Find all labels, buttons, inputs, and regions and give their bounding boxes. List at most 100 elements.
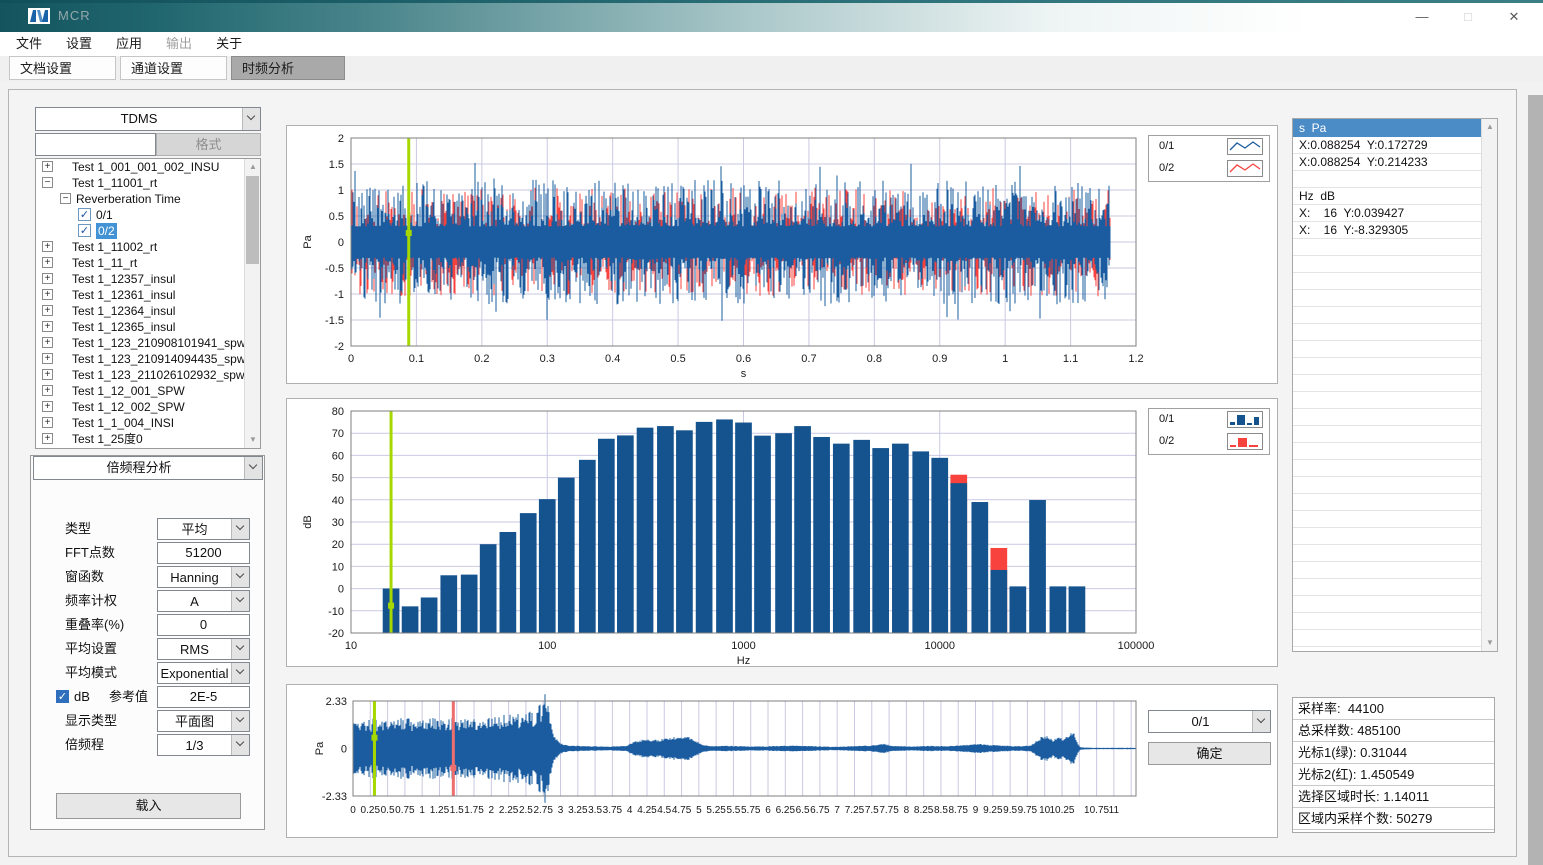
chevron-down-icon[interactable] <box>231 735 249 755</box>
confirm-button[interactable]: 确定 <box>1148 742 1271 765</box>
tree-item[interactable]: + Test 1_12_001_SPW <box>36 383 260 399</box>
tree-item-label[interactable]: Test 1_1_004_INSI <box>72 416 175 430</box>
full-waveform-chart[interactable]: 2.330-2.330 0.25 0.5 0.75 1 1.25 1.5 1.75 2 2.25 2… <box>287 685 1277 837</box>
tab-time-frequency-analysis[interactable]: 时频分析 <box>231 56 345 80</box>
time-waveform-chart[interactable]: 2 1.5 1 0.5 0 -0.5 -1 -1.5 -2 0 0.1 0.2 0.3 0.4 0.5 0.6… <box>287 126 1277 383</box>
legend-entry[interactable]: 0/1 <box>1149 409 1269 431</box>
tab-document-settings[interactable]: 文档设置 <box>9 56 116 80</box>
chevron-down-icon[interactable] <box>231 711 249 731</box>
tree-item-label[interactable]: Test 1_12_001_SPW <box>72 384 185 398</box>
tree-item[interactable]: + Test 1_12364_insul <box>36 303 260 319</box>
cursor-list-row[interactable] <box>1293 545 1482 562</box>
chevron-down-icon[interactable] <box>231 591 249 611</box>
expand-icon[interactable]: + <box>42 305 53 316</box>
tree-item[interactable]: + Test 1_123_211026102932_spw <box>36 367 260 383</box>
chevron-down-icon[interactable] <box>231 519 249 539</box>
cursor-list-row[interactable] <box>1293 392 1482 409</box>
window-function-select[interactable]: Hanning <box>157 566 250 588</box>
cursor-panel-scrollbar[interactable]: ▲ ▼ <box>1481 119 1497 651</box>
scroll-down-icon[interactable]: ▼ <box>1486 638 1494 647</box>
tree-item[interactable]: ✓ 0/1 <box>36 207 260 223</box>
cursor-list-row[interactable] <box>1293 171 1482 188</box>
chevron-down-icon[interactable] <box>231 663 249 683</box>
expand-icon[interactable]: + <box>42 161 53 172</box>
expand-icon[interactable]: + <box>42 321 53 332</box>
fft-points-input[interactable]: 51200 <box>157 542 250 564</box>
menu-item-about[interactable]: 关于 <box>216 36 243 51</box>
cursor-list-row[interactable]: X: 16 Y:0.039427 <box>1293 205 1482 222</box>
tree-item-label[interactable]: Test 1_12361_insul <box>72 288 176 302</box>
tree-item-label[interactable]: 0/2 <box>96 223 117 239</box>
cursor-list-row[interactable]: Hz dB <box>1293 188 1482 205</box>
tree-item-label[interactable]: 0/1 <box>96 208 113 222</box>
chevron-down-icon[interactable] <box>231 639 249 659</box>
analysis-type-select[interactable]: 倍频程分析 <box>33 456 263 480</box>
cursor-list-row[interactable] <box>1293 239 1482 256</box>
cursor-list-row[interactable] <box>1293 375 1482 392</box>
chevron-down-icon[interactable] <box>1252 711 1270 732</box>
tree-item[interactable]: + Test 1_25度0 <box>36 431 260 447</box>
tree-item-label[interactable]: Test 1_123_210908101941_spw <box>72 336 246 350</box>
cursor-list-row[interactable] <box>1293 511 1482 528</box>
expand-icon[interactable]: + <box>42 369 53 380</box>
scrollbar-thumb[interactable] <box>246 176 259 264</box>
menu-item-application[interactable]: 应用 <box>116 36 143 51</box>
cursor-list-row[interactable] <box>1293 613 1482 630</box>
tree-item[interactable]: + Test 1_1_004_INSI <box>36 415 260 431</box>
tree-item-label[interactable]: Test 1_12357_insul <box>72 272 176 286</box>
cursor-list-row[interactable] <box>1293 494 1482 511</box>
tree-item-label[interactable]: Test 1_12364_insul <box>72 304 176 318</box>
overlap-percent-input[interactable]: 0 <box>157 614 250 636</box>
tree-checkbox[interactable]: ✓ <box>78 208 91 221</box>
cursor-list-row[interactable] <box>1293 273 1482 290</box>
tree-item-label[interactable]: Test 1_25度0 <box>72 432 143 446</box>
cursor-list-row[interactable] <box>1293 579 1482 596</box>
minimize-button[interactable]: — <box>1415 9 1429 24</box>
expand-icon[interactable]: + <box>42 417 53 428</box>
cursor-list-row[interactable] <box>1293 341 1482 358</box>
expand-icon[interactable]: + <box>42 241 53 252</box>
cursor-list-row[interactable] <box>1293 630 1482 647</box>
chevron-down-icon[interactable] <box>242 108 260 130</box>
type-select[interactable]: 平均 <box>157 518 250 540</box>
scroll-down-icon[interactable]: ▼ <box>249 435 257 444</box>
cursor-list-row[interactable] <box>1293 409 1482 426</box>
cursor-list-row[interactable] <box>1293 256 1482 273</box>
db-reference-checkbox[interactable]: ✓ <box>56 690 69 703</box>
expand-icon[interactable]: + <box>42 273 53 284</box>
file-tree[interactable]: + Test 1_001_001_002_INSU − Test 1_11001_rt… <box>35 158 261 449</box>
chevron-down-icon[interactable] <box>231 567 249 587</box>
menu-item-output[interactable]: 输出 <box>166 36 193 51</box>
tree-item-label[interactable]: Test 1_001_001_002_INSU <box>72 160 220 174</box>
channel-select[interactable]: 0/1 <box>1148 710 1271 733</box>
average-mode-select[interactable]: Exponential <box>157 662 250 684</box>
collapse-icon[interactable]: − <box>60 193 71 204</box>
expand-icon[interactable]: + <box>42 433 53 444</box>
tab-channel-settings[interactable]: 通道设置 <box>120 56 227 80</box>
tree-item[interactable]: − Test 1_11001_rt <box>36 175 260 191</box>
frequency-weighting-select[interactable]: A <box>157 590 250 612</box>
chevron-down-icon[interactable] <box>244 457 262 479</box>
format-button[interactable]: 格式 <box>156 133 261 156</box>
tree-item[interactable]: + Test 1_12_002_SPW <box>36 399 260 415</box>
legend-entry[interactable]: 0/1 <box>1149 136 1269 158</box>
cursor-list-row[interactable]: X:0.088254 Y:0.214233 <box>1293 154 1482 171</box>
tree-item-label[interactable]: Test 1_11_rt <box>72 256 138 270</box>
close-button[interactable]: ✕ <box>1508 8 1520 24</box>
expand-icon[interactable]: + <box>42 257 53 268</box>
tree-item-label[interactable]: Test 1_12365_insul <box>72 320 176 334</box>
legend-entry[interactable]: 0/2 <box>1149 431 1269 453</box>
display-type-select[interactable]: 平面图 <box>157 710 250 732</box>
tree-item[interactable]: + Test 1_11_rt <box>36 255 260 271</box>
tree-scrollbar[interactable]: ▲ ▼ <box>244 159 260 448</box>
tree-item[interactable]: + Test 1_12365_insul <box>36 319 260 335</box>
tree-item-label[interactable]: Test 1_11002_rt <box>72 240 158 254</box>
average-setting-select[interactable]: RMS <box>157 638 250 660</box>
expand-icon[interactable]: + <box>42 385 53 396</box>
cursor-list-row[interactable] <box>1293 528 1482 545</box>
tree-item[interactable]: + Test 1_12361_insul <box>36 287 260 303</box>
tree-item-label[interactable]: Test 1_123_211026102932_spw <box>72 368 245 382</box>
cursor-list-row[interactable] <box>1293 324 1482 341</box>
load-button[interactable]: 载入 <box>56 793 241 819</box>
